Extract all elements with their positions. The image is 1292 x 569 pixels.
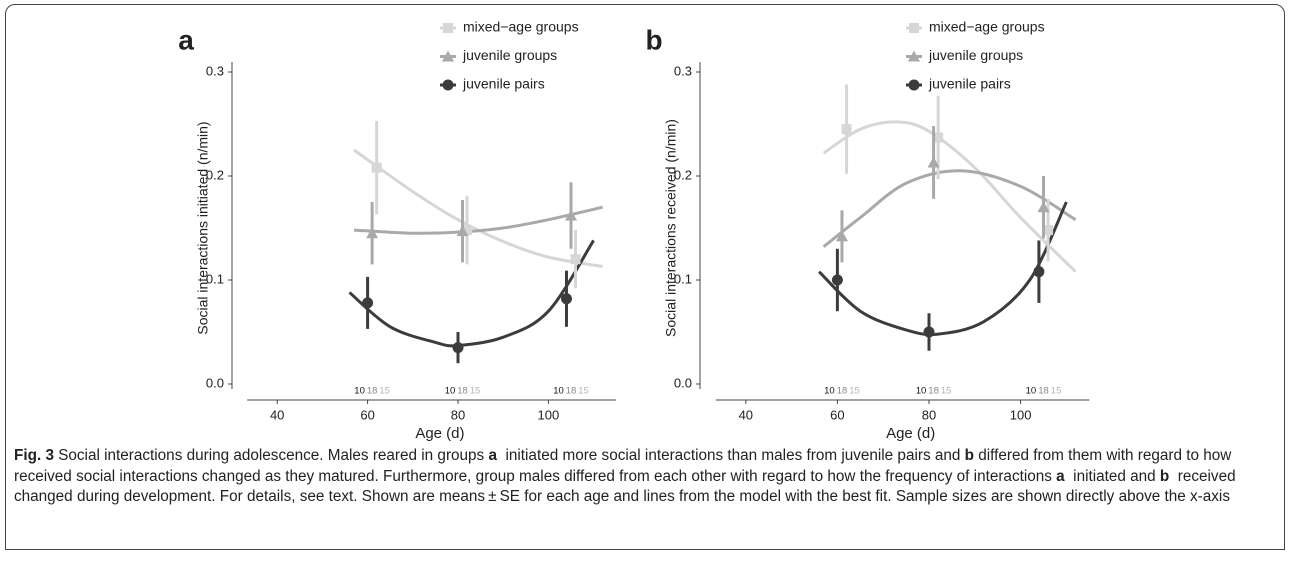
marker-circle <box>831 274 843 286</box>
marker-triangle <box>442 50 454 62</box>
marker-square <box>443 23 453 33</box>
marker-triangle <box>456 225 469 237</box>
caption-bold: a <box>488 447 497 464</box>
sample-size: 18 <box>928 386 939 397</box>
caption-bold: b <box>964 447 974 464</box>
x-tick-label: 100 <box>1010 407 1032 422</box>
fit-line <box>822 120 1077 273</box>
y-tick-label: 0.3 <box>206 63 224 78</box>
fit-line <box>353 148 603 268</box>
sample-size: 15 <box>470 386 481 397</box>
marker-triangle <box>565 209 577 221</box>
y-tick-label: 0.2 <box>674 167 692 182</box>
sample-size: 18 <box>566 386 577 397</box>
sample-size: 18 <box>1038 386 1049 397</box>
panel-letter: a <box>178 24 194 55</box>
marker-triangle <box>835 230 848 242</box>
sample-size: 10 <box>824 386 835 397</box>
y-tick-label: 0.0 <box>674 375 692 390</box>
sample-size: 18 <box>457 386 468 397</box>
sample-size: 18 <box>837 386 848 397</box>
sample-size: 15 <box>578 386 589 397</box>
marker-square <box>1043 225 1054 236</box>
figure-frame <box>5 4 1285 550</box>
marker-triangle <box>366 227 379 239</box>
caption-text: differed from them with regard to how re… <box>14 447 1236 485</box>
sample-size: 15 <box>849 386 860 397</box>
sample-size: 10 <box>553 386 564 397</box>
y-tick-label: 0.1 <box>206 271 224 286</box>
x-axis-label: Age (d) <box>415 425 464 442</box>
marker-circle <box>452 342 464 354</box>
y-axis-label: Social interactions initiated (n/min) <box>195 121 211 334</box>
marker-triangle <box>927 156 940 168</box>
legend-label: mixed−age groups <box>463 19 579 35</box>
marker-triangle <box>1037 201 1050 213</box>
marker-circle <box>923 326 935 338</box>
x-tick-label: 100 <box>538 407 560 422</box>
x-tick-label: 60 <box>360 407 374 422</box>
caption-bold: b <box>1159 467 1170 485</box>
fit-line <box>822 169 1077 248</box>
fit-line <box>818 201 1068 337</box>
caption-text: Social interactions during adolescence. … <box>53 447 489 464</box>
marker-square <box>841 124 852 135</box>
figure: a 0.0 0.1 0.2 0.3 40 60 80 100 Age (d) Social inte… <box>178 19 1090 442</box>
y-axis-label: Social interactions received (n/min) <box>663 119 679 337</box>
caption-bold: Fig. 3 <box>14 447 54 464</box>
marker-square <box>570 254 581 265</box>
sample-size: 10 <box>916 386 927 397</box>
x-tick-label: 80 <box>922 407 936 422</box>
caption: Fig. 3 Social interactions during adoles… <box>14 446 1276 508</box>
y-tick-label: 0.3 <box>674 63 692 78</box>
y-tick-label: 0.2 <box>206 167 224 182</box>
sample-size: 10 <box>354 386 365 397</box>
legend-label: juvenile groups <box>928 47 1023 63</box>
marker-circle <box>362 297 374 309</box>
legend-label: juvenile pairs <box>928 76 1011 92</box>
sample-size: 18 <box>367 386 378 397</box>
marker-circle <box>442 79 454 91</box>
marker-circle <box>1033 266 1045 278</box>
caption-text: received changed during development. For… <box>14 467 1240 506</box>
panel-letter: b <box>645 24 662 55</box>
marker-triangle <box>908 50 920 62</box>
sample-size: 15 <box>941 386 952 397</box>
legend-label: juvenile groups <box>462 47 557 63</box>
caption-text: initiated more social interactions than … <box>496 447 965 464</box>
y-tick-label: 0.0 <box>206 375 224 390</box>
sample-size: 15 <box>379 386 390 397</box>
sample-size: 10 <box>445 386 456 397</box>
sample-size: 10 <box>1026 386 1037 397</box>
y-tick-label: 0.1 <box>674 271 692 286</box>
marker-square <box>462 225 473 236</box>
marker-circle <box>560 293 572 305</box>
fit-line <box>348 239 595 348</box>
marker-square <box>933 132 944 143</box>
legend-label: mixed−age groups <box>929 19 1045 35</box>
caption-bold: a <box>1056 467 1065 485</box>
x-tick-label: 40 <box>270 407 284 422</box>
x-tick-label: 60 <box>830 407 844 422</box>
fit-line <box>353 205 603 235</box>
x-axis-label: Age (d) <box>886 425 935 442</box>
x-tick-label: 40 <box>739 407 753 422</box>
marker-square <box>909 23 919 33</box>
sample-size: 15 <box>1051 386 1062 397</box>
caption-text: initiated and <box>1064 467 1160 485</box>
marker-square <box>371 162 382 173</box>
x-tick-label: 80 <box>451 407 465 422</box>
legend-label: juvenile pairs <box>462 76 545 92</box>
marker-circle <box>908 79 920 91</box>
